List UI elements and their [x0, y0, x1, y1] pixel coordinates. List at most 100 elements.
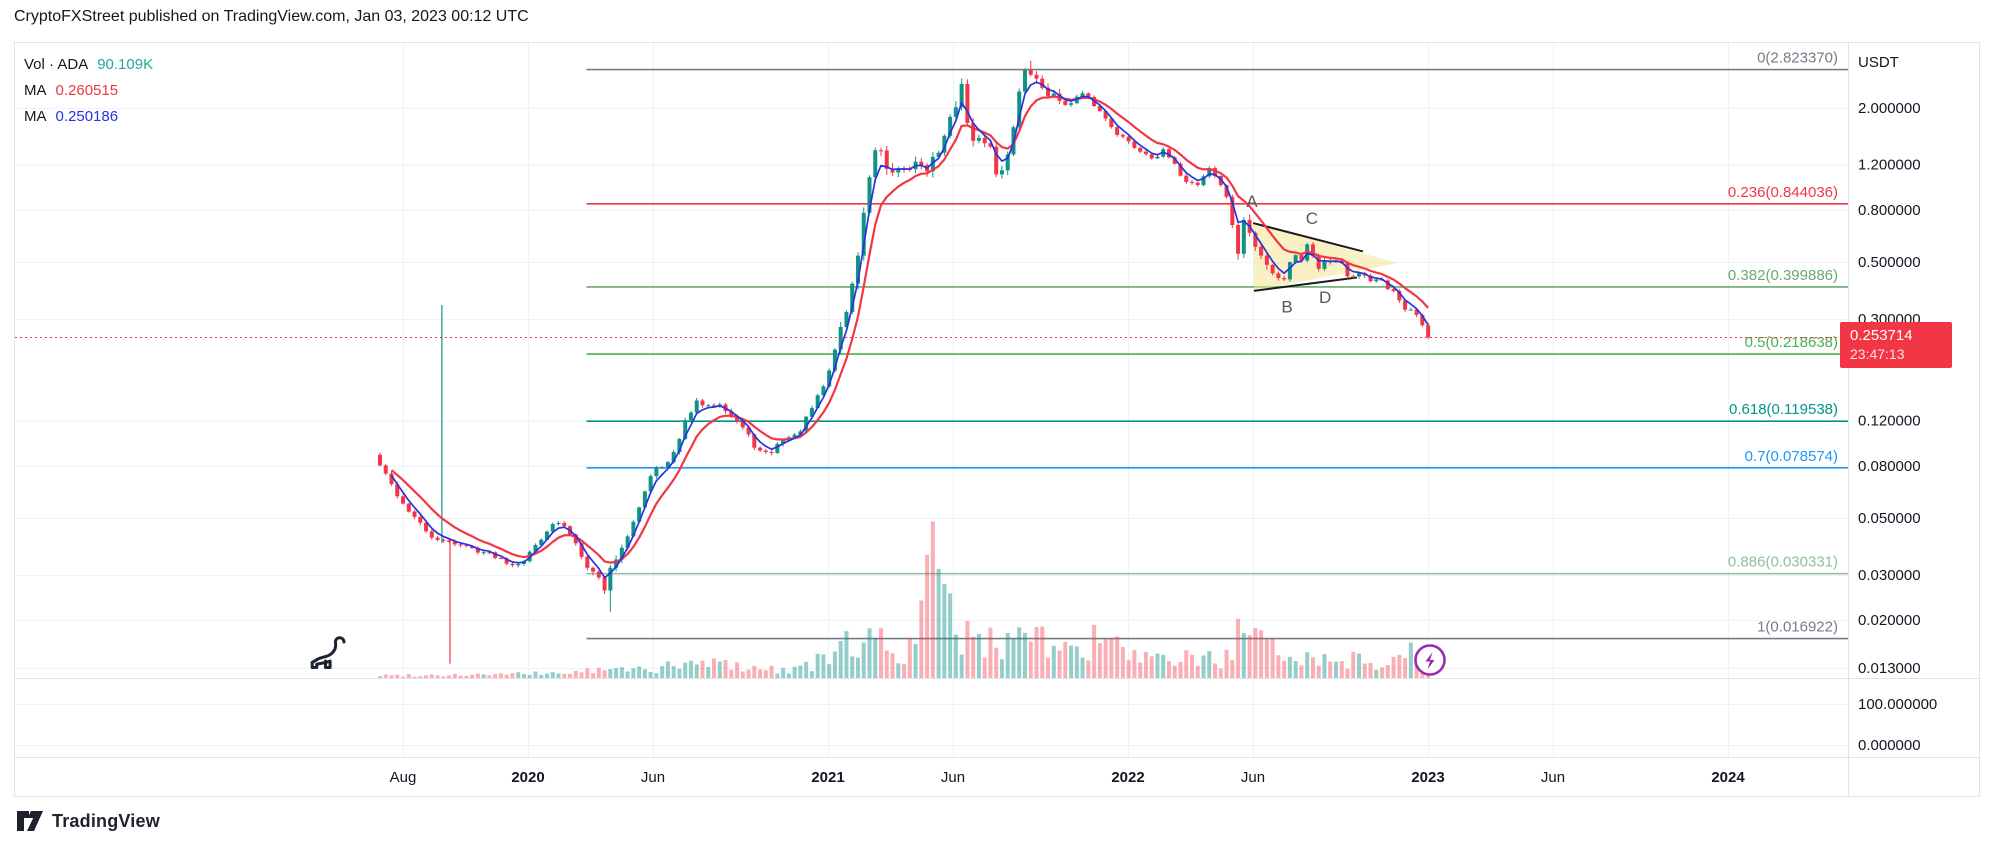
pattern-point-label: B — [1281, 297, 1292, 316]
candle-body — [1172, 157, 1177, 164]
candle-body — [861, 212, 866, 256]
volume-bar — [401, 676, 406, 678]
volume-bar — [1178, 661, 1183, 678]
volume-bars[interactable] — [377, 521, 1431, 678]
time-axis[interactable]: Aug 2020 Jun 2021 Jun 2022 Jun 2023 Jun 2024 — [390, 769, 1746, 786]
volume-bar — [660, 666, 665, 678]
volume-bar — [971, 636, 976, 678]
ma-slow-line[interactable] — [390, 95, 1429, 564]
candle-body — [1155, 156, 1160, 159]
price-axis[interactable]: USDT2.0000001.2000000.8000000.5000000.30… — [1858, 54, 1937, 754]
candle-body — [942, 135, 947, 153]
price-axis-tick: 0.120000 — [1858, 413, 1921, 430]
candle-body — [1270, 264, 1275, 274]
candle-body — [1143, 151, 1148, 155]
candle-body — [1287, 262, 1292, 280]
volume-bar — [959, 654, 964, 678]
volume-bar — [544, 673, 549, 678]
volume-bar — [781, 667, 786, 678]
volume-bar — [1391, 656, 1396, 678]
candle-body — [844, 311, 849, 327]
candle-body — [930, 156, 935, 172]
candle-body — [953, 107, 958, 117]
volume-bar — [1351, 651, 1356, 678]
lightning-icon[interactable] — [1414, 644, 1446, 676]
tradingview-logo-icon — [17, 811, 43, 831]
candle-body — [896, 168, 901, 173]
volume-bar — [573, 670, 578, 678]
volume-bar — [1328, 661, 1333, 678]
volume-bar — [608, 669, 613, 678]
volume-bar — [798, 665, 803, 678]
volume-bar — [1403, 658, 1408, 678]
candle-body — [746, 427, 751, 435]
candle-body — [1403, 300, 1408, 310]
ma-fast-line[interactable] — [390, 81, 1429, 579]
volume-bar — [464, 675, 469, 678]
volume-bar — [1380, 667, 1385, 678]
volume-bar — [447, 675, 452, 678]
candle-body — [464, 545, 469, 547]
volume-axis-tick: 0.000000 — [1858, 737, 1921, 754]
volume-bar — [412, 676, 417, 678]
volume-bar — [406, 674, 411, 678]
volume-bar — [631, 668, 636, 678]
candle-body — [516, 563, 521, 566]
fib-retracement[interactable]: 0(2.823370) 0.236(0.844036) 0.382(0.399886… — [586, 50, 1849, 640]
volume-bar — [694, 664, 699, 678]
volume-bar — [1397, 654, 1402, 678]
price-axis-tick: 0.080000 — [1858, 458, 1921, 475]
candle-body — [798, 431, 803, 435]
last-price-value: 0.253714 — [1850, 327, 1913, 344]
candle-body — [493, 552, 498, 559]
volume-bar — [1166, 661, 1171, 678]
candle-body — [804, 416, 809, 432]
candle-body — [809, 407, 814, 417]
volume-bar — [487, 675, 492, 678]
candle-body — [936, 152, 941, 157]
volume-bar — [1293, 661, 1298, 678]
volume-bar — [1316, 665, 1321, 678]
volume-bar — [746, 669, 751, 678]
candle-body — [729, 411, 734, 416]
volume-bar — [429, 674, 434, 678]
candle-body — [550, 524, 555, 532]
volume-bar — [700, 660, 705, 678]
volume-bar — [740, 671, 745, 678]
candle-body — [706, 405, 711, 407]
volume-bar — [539, 674, 544, 678]
candle-body — [585, 556, 590, 568]
volume-bar — [671, 666, 676, 678]
legend-volume-row[interactable]: Vol · ADA 90.109K — [24, 52, 153, 78]
candle-body — [441, 539, 446, 541]
candle-body — [424, 522, 429, 532]
volume-bar — [1069, 645, 1074, 678]
candle-body — [1178, 163, 1183, 176]
last-price-badge[interactable]: 0.253714 23:47:13 — [1840, 322, 1952, 368]
volume-bar — [948, 593, 953, 678]
legend-ma1-row[interactable]: MA 0.260515 — [24, 78, 153, 104]
legend-ma2-row[interactable]: MA 0.250186 — [24, 104, 153, 130]
volume-bar — [717, 661, 722, 678]
candle-body — [1080, 93, 1085, 97]
volume-bar — [936, 568, 941, 678]
candle-body — [1201, 176, 1206, 186]
candle-body — [948, 116, 953, 136]
volume-bar — [1046, 657, 1051, 678]
candle-body — [873, 150, 878, 178]
volume-bar — [1080, 657, 1085, 678]
volume-bar — [1109, 638, 1114, 678]
tradingview-logo[interactable]: TradingView — [16, 810, 160, 832]
volume-bar — [602, 670, 607, 678]
candle-body — [1109, 118, 1114, 128]
candle-body — [1253, 232, 1258, 247]
volume-bar — [516, 672, 521, 678]
candle-body — [614, 559, 619, 568]
tradingview-wordmark: TradingView — [52, 810, 160, 831]
volume-bar — [821, 654, 826, 678]
candle-body — [683, 420, 688, 439]
volume-bar — [1218, 668, 1223, 678]
volume-bar — [1126, 660, 1131, 678]
